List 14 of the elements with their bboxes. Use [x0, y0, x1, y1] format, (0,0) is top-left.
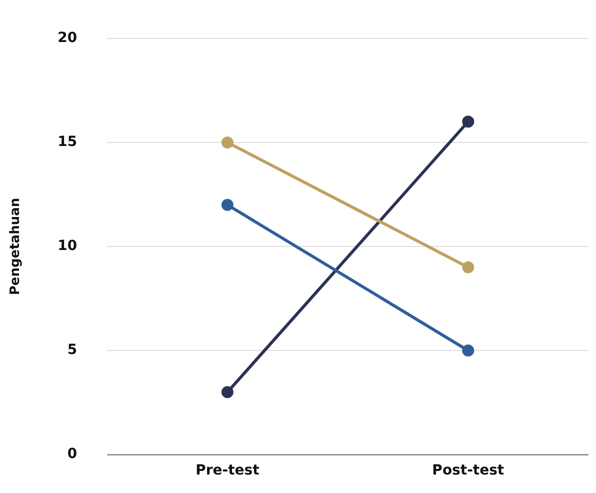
y-tick-label: 10: [58, 238, 78, 254]
point: [221, 386, 234, 398]
x-tick-label: Post-test: [432, 462, 504, 479]
y-tick-label: 15: [58, 134, 78, 150]
point: [462, 344, 474, 357]
y-tick-label: 20: [58, 30, 78, 46]
point: [462, 116, 474, 128]
y-tick-label: 5: [67, 342, 78, 358]
x-tick-label: Pre-test: [196, 462, 260, 479]
point: [221, 198, 234, 211]
y-tick-label: 0: [67, 446, 78, 462]
y-axis-title: Pengetahuan: [8, 198, 24, 296]
point: [462, 261, 474, 274]
point: [221, 136, 234, 148]
